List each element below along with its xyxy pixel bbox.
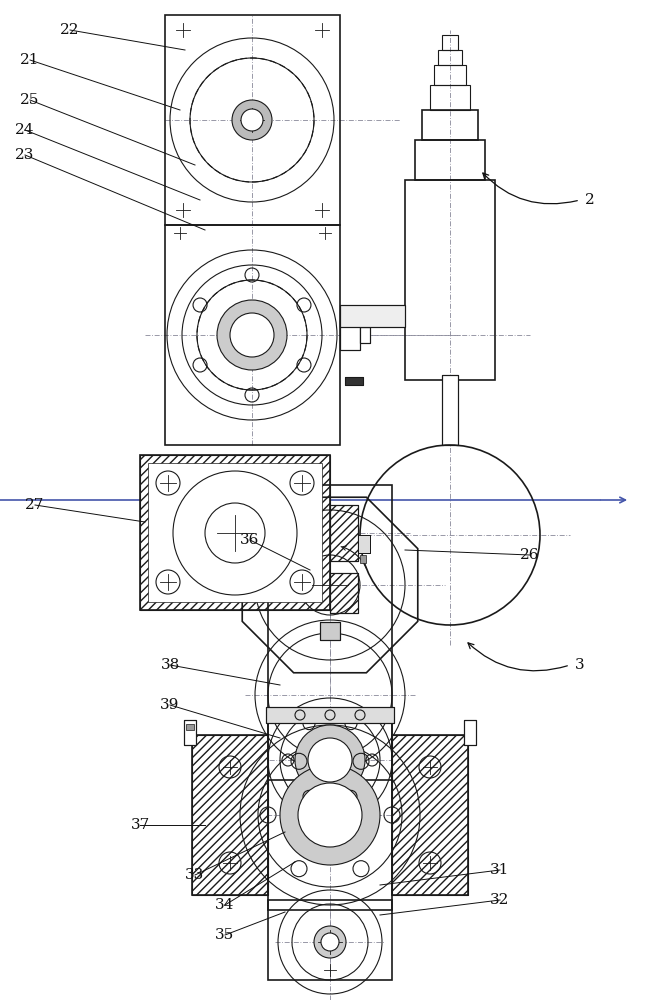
Bar — [186, 724, 194, 730]
Bar — [185, 721, 195, 744]
Bar — [148, 463, 322, 602]
Circle shape — [217, 300, 287, 370]
Text: 21: 21 — [20, 53, 40, 67]
Bar — [392, 735, 468, 895]
Bar — [464, 720, 476, 745]
Circle shape — [298, 783, 362, 847]
Text: 37: 37 — [130, 818, 149, 832]
Bar — [438, 50, 462, 65]
Bar — [392, 735, 468, 895]
Bar — [345, 377, 363, 385]
Bar — [345, 377, 363, 385]
Bar — [330, 505, 358, 561]
Circle shape — [232, 100, 272, 140]
Bar — [340, 305, 405, 327]
Text: 26: 26 — [520, 548, 540, 562]
Bar — [442, 35, 458, 50]
Bar — [184, 720, 196, 745]
Bar — [320, 622, 340, 640]
Bar — [165, 15, 340, 225]
Text: 35: 35 — [215, 928, 235, 942]
Bar — [358, 535, 370, 553]
Text: 25: 25 — [20, 93, 40, 107]
Text: 32: 32 — [490, 893, 510, 907]
Bar — [268, 900, 392, 980]
Circle shape — [295, 725, 365, 795]
Text: 24: 24 — [15, 123, 35, 137]
Text: 3: 3 — [575, 658, 585, 672]
Bar — [330, 573, 358, 613]
Text: 33: 33 — [185, 868, 205, 882]
Bar — [192, 735, 268, 895]
Bar — [442, 375, 458, 445]
Bar — [140, 455, 330, 610]
Bar — [184, 720, 196, 745]
Text: 36: 36 — [241, 533, 259, 547]
Bar — [464, 720, 476, 745]
Bar — [360, 327, 370, 343]
Bar — [266, 707, 394, 723]
Circle shape — [230, 313, 274, 357]
Bar — [340, 320, 360, 350]
Bar — [340, 305, 405, 327]
Bar — [330, 573, 358, 613]
Bar — [465, 721, 475, 744]
Bar — [358, 535, 370, 553]
Circle shape — [321, 933, 339, 951]
Text: 22: 22 — [60, 23, 80, 37]
Bar — [140, 455, 330, 610]
Bar — [268, 485, 392, 780]
Text: 31: 31 — [490, 863, 510, 877]
Circle shape — [308, 738, 352, 782]
Text: 34: 34 — [215, 898, 235, 912]
Bar — [434, 65, 466, 85]
Text: 2: 2 — [585, 193, 595, 207]
Circle shape — [314, 926, 346, 958]
Text: 39: 39 — [160, 698, 180, 712]
Bar — [405, 180, 495, 380]
Text: 38: 38 — [160, 658, 179, 672]
Bar — [360, 327, 370, 343]
Bar — [340, 320, 360, 350]
Bar — [268, 720, 392, 910]
Bar — [192, 735, 268, 895]
Bar — [165, 225, 340, 445]
Text: 23: 23 — [15, 148, 35, 162]
Bar — [360, 555, 366, 563]
Bar — [330, 505, 358, 561]
Bar — [320, 622, 340, 640]
Circle shape — [280, 765, 380, 865]
Bar — [442, 375, 458, 445]
Circle shape — [241, 109, 263, 131]
Bar — [422, 110, 478, 140]
Bar — [266, 707, 394, 723]
Bar — [415, 140, 485, 180]
Text: 27: 27 — [25, 498, 45, 512]
Bar — [430, 85, 470, 110]
